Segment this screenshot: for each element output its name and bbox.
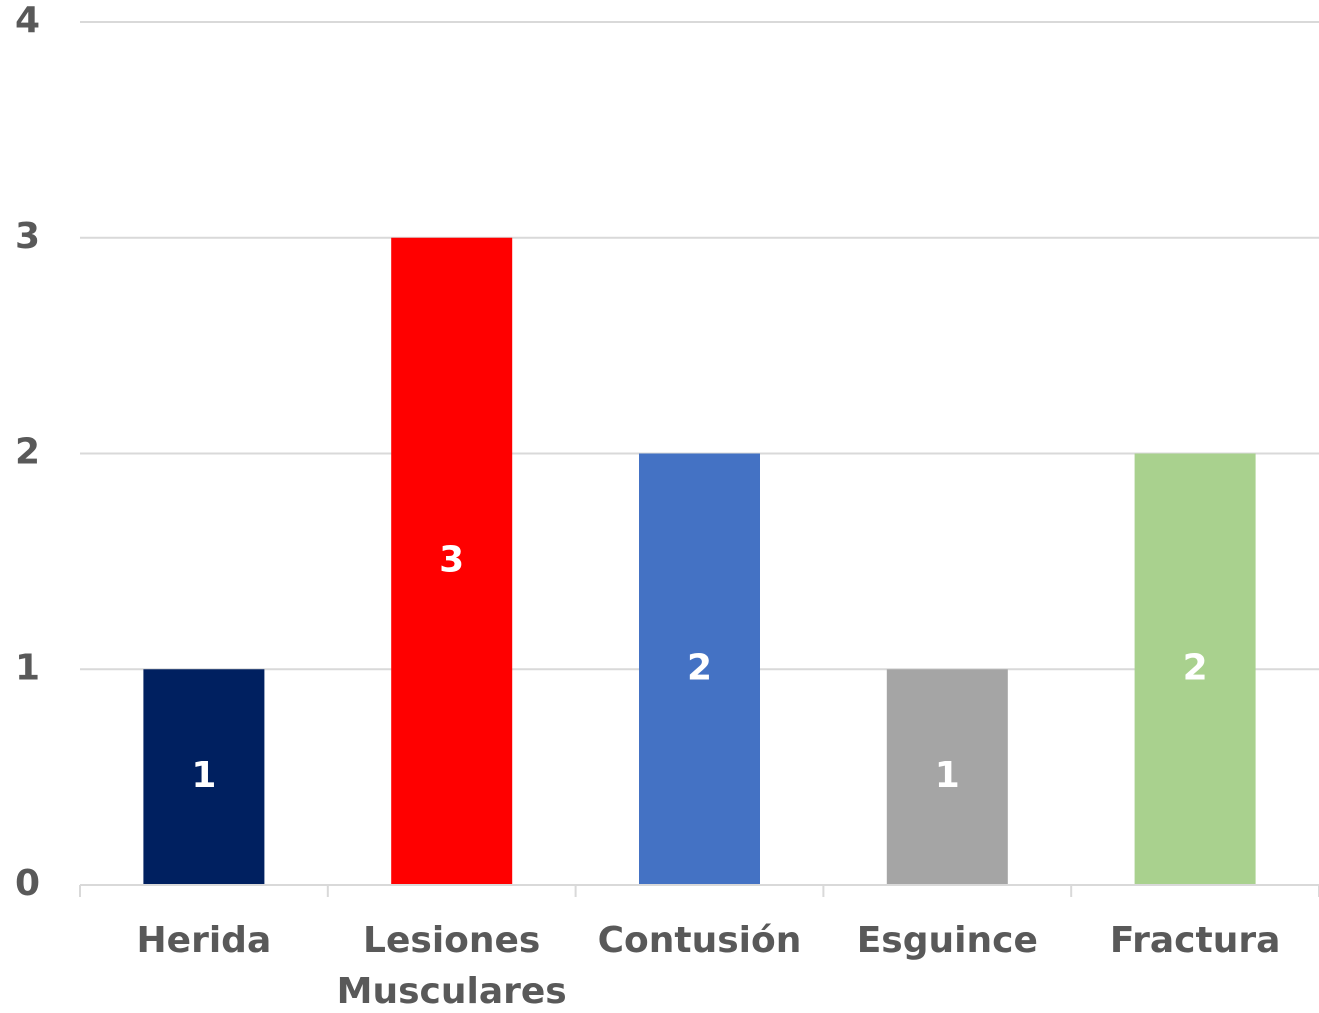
bar [143,669,265,885]
bar [886,669,1008,885]
x-tick-label: Fractura [1110,920,1281,961]
data-label: 2 [1183,647,1208,688]
y-tick-label: 2 [15,432,40,473]
bar [391,237,513,885]
y-tick-label: 0 [15,863,40,904]
x-tick-label: Herida [137,920,272,961]
x-tick-label: Contusión [598,920,802,961]
bar [639,453,760,885]
y-tick-label: 4 [15,0,40,41]
data-label: 2 [687,647,712,688]
bar [1134,453,1256,885]
data-label: 3 [439,539,464,580]
data-label: 1 [191,755,216,796]
x-tick-label: Esguince [857,920,1038,961]
y-tick-label: 3 [15,216,40,257]
data-label: 1 [935,755,960,796]
x-tick-label: Lesiones Musculares [337,920,567,1012]
y-tick-label: 1 [15,647,40,688]
